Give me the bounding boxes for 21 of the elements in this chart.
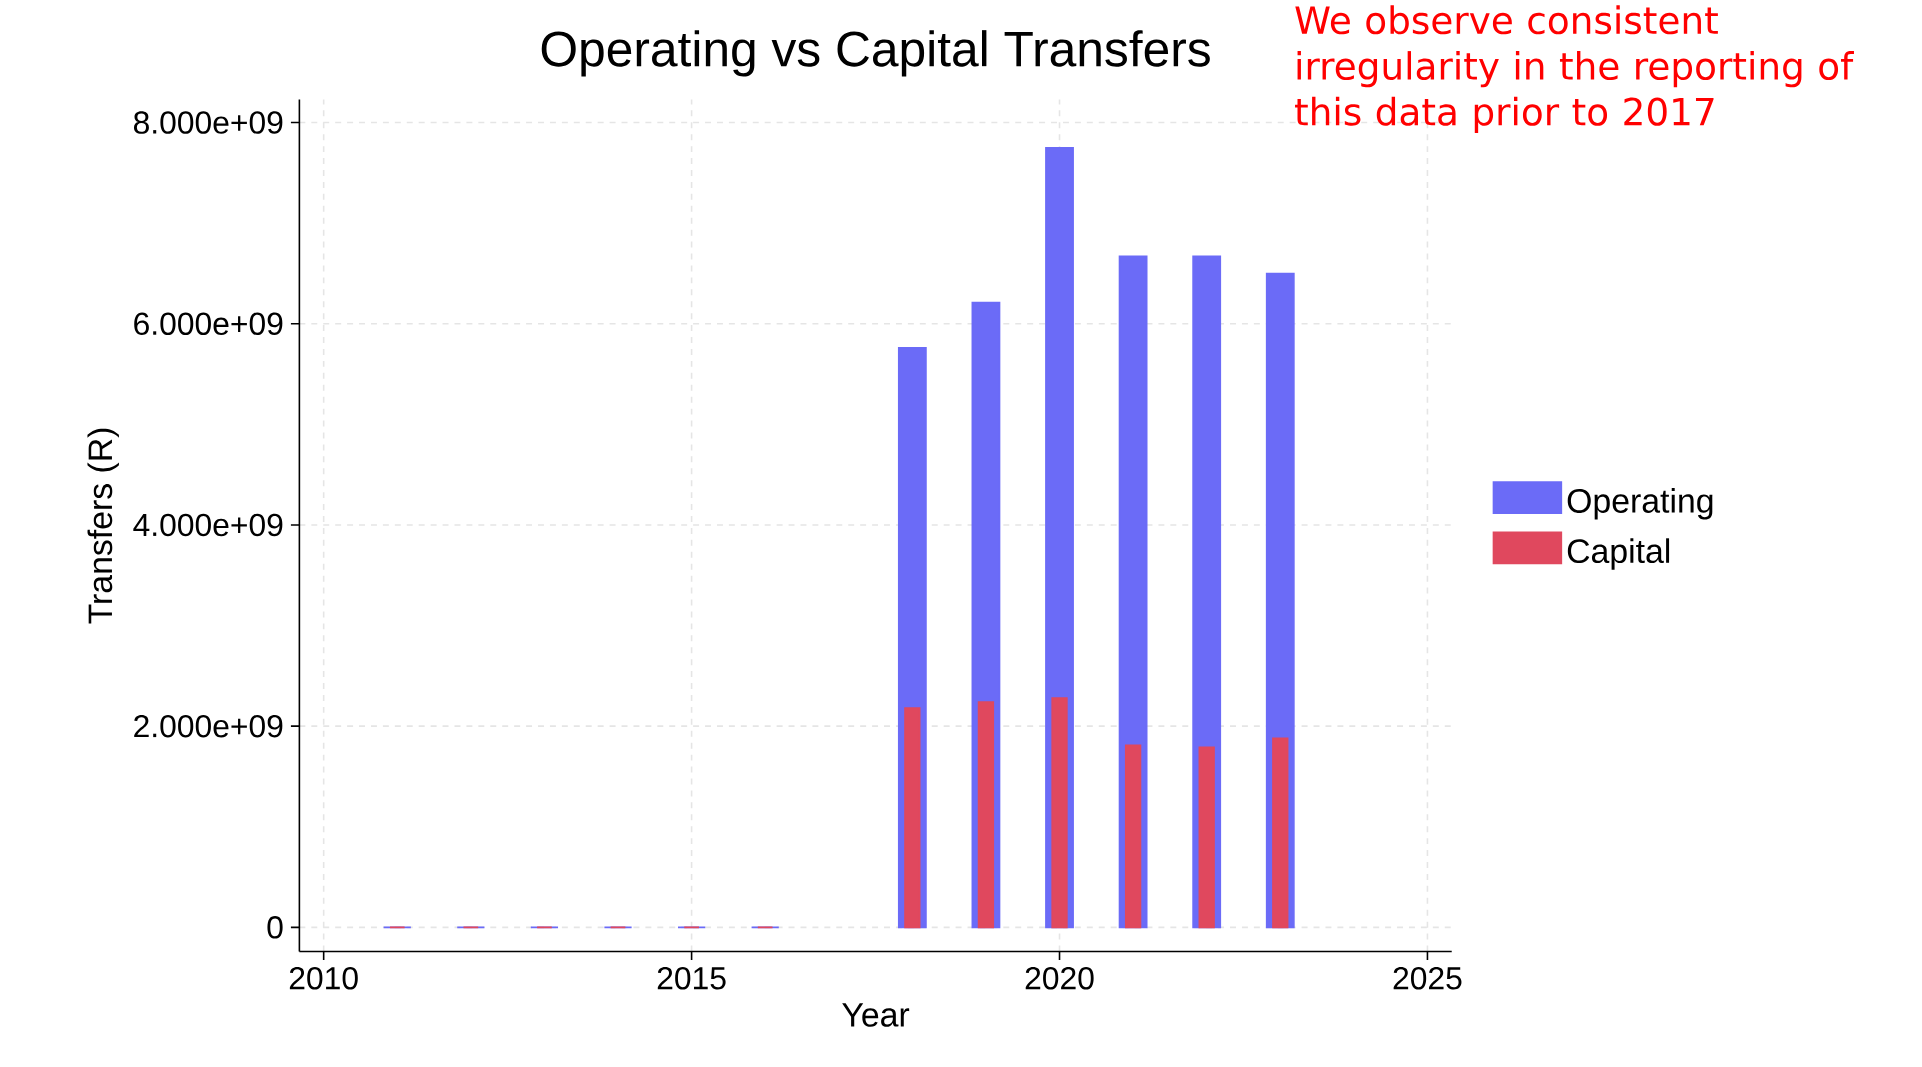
y-tick-label: 0 xyxy=(267,916,283,939)
x-axis-title: Year xyxy=(842,1003,910,1027)
x-tick-label: 2010 xyxy=(289,967,358,990)
annotation: We observe consistent irregularity in the reporting of this data prior to 2017 xyxy=(1295,5,1854,134)
bar xyxy=(977,701,995,929)
x-tick-label: 2025 xyxy=(1393,967,1462,990)
y-tick-label: 4.000e+09 xyxy=(133,513,283,537)
chart-title: Operating vs Capital Transfers xyxy=(541,30,1210,77)
bar xyxy=(1198,746,1215,929)
y-tick-label: 8.000e+09 xyxy=(133,111,283,134)
legend-label: Capital xyxy=(1567,538,1670,570)
y-axis-title: Transfers (R) xyxy=(87,428,119,624)
y-tick-label: 2.000e+09 xyxy=(134,714,283,738)
bar xyxy=(1051,697,1068,929)
bar xyxy=(904,707,921,929)
y-tick-label: 6.000e+09 xyxy=(134,312,283,336)
bar xyxy=(1124,744,1142,929)
legend-label: Operating xyxy=(1567,488,1713,520)
bar xyxy=(1272,737,1289,929)
x-tick-label: 2020 xyxy=(1025,967,1094,990)
x-tick-label: 2015 xyxy=(657,967,726,990)
